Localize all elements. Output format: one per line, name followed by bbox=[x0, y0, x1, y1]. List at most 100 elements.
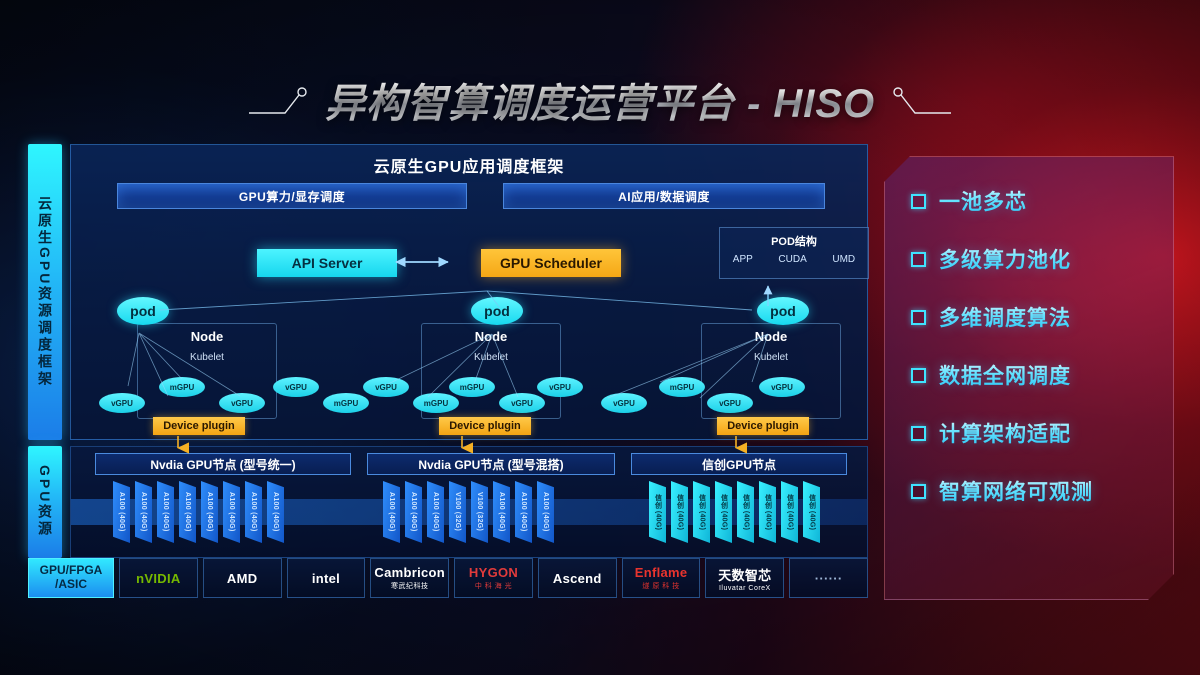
pod-badge-1[interactable]: pod bbox=[117, 297, 169, 325]
gpu-card[interactable]: V100 (32G) bbox=[471, 481, 488, 543]
gpu-card[interactable]: A100 (40G) bbox=[245, 481, 262, 543]
vendor-logo-5[interactable]: HYGON 中 科 海 光 bbox=[454, 558, 533, 598]
vgpu-badge[interactable]: vGPU bbox=[499, 393, 545, 413]
gpu-card[interactable]: 信创 (40G) bbox=[781, 481, 798, 543]
gpu-card-group-1: A100 (40G) A100 (40G) A100 (40G) A100 (40G)… bbox=[113, 481, 284, 543]
title-bar: 异构智算调度运营平台 - HISO bbox=[0, 72, 1200, 128]
vendor-name: HYGON bbox=[468, 565, 519, 580]
gpu-card[interactable]: A100 (40G) bbox=[201, 481, 218, 543]
checkbox-icon bbox=[911, 484, 926, 499]
gpu-card-label: A100 (40G) bbox=[410, 492, 417, 532]
vgpu-badge[interactable]: vGPU bbox=[759, 377, 805, 397]
api-server-node[interactable]: API Server bbox=[257, 249, 397, 277]
device-plugin-2[interactable]: Device plugin bbox=[439, 417, 531, 435]
pod-badge-3[interactable]: pod bbox=[757, 297, 809, 325]
node-title: Node bbox=[474, 329, 508, 344]
gpu-card[interactable]: A100 (40G) bbox=[113, 481, 130, 543]
feature-item-2[interactable]: 多级算力池化 bbox=[911, 241, 1173, 277]
vgpu-badge[interactable]: vGPU bbox=[219, 393, 265, 413]
vendor-logo-8[interactable]: 天数智芯 Iluvatar CoreX bbox=[705, 558, 785, 598]
gpu-card[interactable]: A100 (40G) bbox=[405, 481, 422, 543]
vendor-logo-9[interactable]: ······ bbox=[789, 558, 869, 598]
gpu-card[interactable]: A100 (40G) bbox=[383, 481, 400, 543]
gpu-card[interactable]: 信创 (40G) bbox=[671, 481, 688, 543]
node-title: Node bbox=[190, 329, 224, 344]
vgpu-badge[interactable]: vGPU bbox=[707, 393, 753, 413]
gpu-card-label: A100 (40G) bbox=[250, 492, 257, 532]
framework-bar-label: GPU算力/显存调度 bbox=[238, 189, 346, 204]
gpu-card[interactable]: 信创 (40G) bbox=[715, 481, 732, 543]
feature-item-1[interactable]: 一池多芯 bbox=[911, 183, 1173, 219]
vendor-subtitle: /ASIC bbox=[54, 577, 87, 591]
feature-item-3[interactable]: 多维调度算法 bbox=[911, 299, 1173, 335]
vgpu-badge[interactable]: vGPU bbox=[537, 377, 583, 397]
gpu-scheduler-node[interactable]: GPU Scheduler bbox=[481, 249, 621, 277]
mgpu-badge[interactable]: mGPU bbox=[159, 377, 205, 397]
gpu-card[interactable]: A100 (40G) bbox=[493, 481, 510, 543]
gpu-resource-band: Nvdia GPU节点 (型号统一) Nvdia GPU节点 (型号混搭) 信创… bbox=[70, 446, 868, 558]
vendor-name: intel bbox=[311, 570, 341, 586]
gpu-card[interactable]: A100 (40G) bbox=[135, 481, 152, 543]
gpu-card[interactable]: V100 (32G) bbox=[449, 481, 466, 543]
gpu-card-label: A100 (40G) bbox=[140, 492, 147, 532]
vendor-logo-2[interactable]: AMD bbox=[202, 558, 282, 598]
vgpu-badge[interactable]: vGPU bbox=[601, 393, 647, 413]
vgpu-badge[interactable]: vGPU bbox=[273, 377, 319, 397]
gpu-card[interactable]: A100 (40G) bbox=[427, 481, 444, 543]
gpu-card[interactable]: A100 (40G) bbox=[537, 481, 554, 543]
vendor-logo-1[interactable]: nVIDIA bbox=[119, 558, 198, 598]
vendor-subtitle: 中 科 海 光 bbox=[474, 583, 513, 590]
gpu-card[interactable]: A100 (40G) bbox=[157, 481, 174, 543]
mgpu-badge[interactable]: mGPU bbox=[413, 393, 459, 413]
vendor-name: ······ bbox=[814, 570, 843, 586]
feature-item-5[interactable]: 计算架构适配 bbox=[911, 415, 1173, 451]
sidebar-label-gpu-resources: GPU资源 bbox=[28, 446, 62, 558]
device-plugin-1[interactable]: Device plugin bbox=[153, 417, 245, 435]
mgpu-badge[interactable]: mGPU bbox=[449, 377, 495, 397]
gpu-card-label: A100 (40G) bbox=[388, 492, 395, 532]
gpu-node-label-text: Nvdia GPU节点 (型号混搭) bbox=[418, 457, 564, 472]
gpu-card[interactable]: 信创 (40G) bbox=[737, 481, 754, 543]
gpu-card[interactable]: A100 (40G) bbox=[223, 481, 240, 543]
pod-badge-2[interactable]: pod bbox=[471, 297, 523, 325]
device-plugin-3[interactable]: Device plugin bbox=[717, 417, 809, 435]
gpu-node-label-1[interactable]: Nvdia GPU节点 (型号统一) bbox=[95, 453, 351, 475]
gpu-card-group-2: A100 (40G) A100 (40G) A100 (40G) V100 (32G)… bbox=[383, 481, 554, 543]
gpu-card[interactable]: A100 (40G) bbox=[179, 481, 196, 543]
architecture-diagram: 云原生GPU资源调度框架 GPU资源 云原生GPU应用调度框架 GPU算力/显存… bbox=[28, 144, 869, 600]
mgpu-badge[interactable]: mGPU bbox=[323, 393, 369, 413]
feature-item-6[interactable]: 智算网络可观测 bbox=[911, 473, 1173, 509]
feature-item-4[interactable]: 数据全网调度 bbox=[911, 357, 1173, 393]
pod-structure-items: APP CUDA UMD bbox=[720, 254, 868, 265]
gpu-card-label: A100 (40G) bbox=[272, 492, 279, 532]
gpu-card[interactable]: A100 (40G) bbox=[267, 481, 284, 543]
vendor-logo-4[interactable]: Cambricon 寒武纪科技 bbox=[370, 558, 450, 598]
gpu-card[interactable]: 信创 (40G) bbox=[693, 481, 710, 543]
vendor-logo-3[interactable]: intel bbox=[286, 558, 366, 598]
gpu-card[interactable]: A100 (40G) bbox=[515, 481, 532, 543]
sidebar-label-text: GPU资源 bbox=[37, 465, 53, 539]
pod-item-cuda: CUDA bbox=[778, 254, 807, 265]
gpu-card-label: 信创 (40G) bbox=[808, 493, 816, 531]
vgpu-badge[interactable]: vGPU bbox=[99, 393, 145, 413]
title-left-decoration-icon bbox=[248, 83, 311, 117]
vendor-logo-7[interactable]: Enflame 燧 原 科 技 bbox=[621, 558, 701, 598]
framework-bar-gpu-compute[interactable]: GPU算力/显存调度 bbox=[117, 183, 467, 209]
vendor-name: nVIDIA bbox=[136, 570, 181, 586]
gpu-card-label: V100 (32G) bbox=[476, 492, 483, 532]
title-right-decoration-icon bbox=[889, 83, 952, 117]
gpu-card[interactable]: 信创 (40G) bbox=[803, 481, 820, 543]
feature-label: 多维调度算法 bbox=[939, 302, 1071, 332]
gpu-card[interactable]: 信创 (40G) bbox=[649, 481, 666, 543]
vgpu-badge[interactable]: vGPU bbox=[363, 377, 409, 397]
mgpu-badge[interactable]: mGPU bbox=[659, 377, 705, 397]
gpu-node-label-2[interactable]: Nvdia GPU节点 (型号混搭) bbox=[367, 453, 615, 475]
checkbox-icon bbox=[911, 310, 926, 325]
framework-bar-ai-data[interactable]: AI应用/数据调度 bbox=[503, 183, 825, 209]
vendor-logo-6[interactable]: Ascend bbox=[537, 558, 617, 598]
feature-label: 一池多芯 bbox=[939, 186, 1027, 216]
gpu-node-label-3[interactable]: 信创GPU节点 bbox=[631, 453, 847, 475]
framework-bar-label: AI应用/数据调度 bbox=[618, 189, 710, 204]
gpu-card[interactable]: 信创 (40G) bbox=[759, 481, 776, 543]
node-title: Node bbox=[754, 329, 788, 344]
